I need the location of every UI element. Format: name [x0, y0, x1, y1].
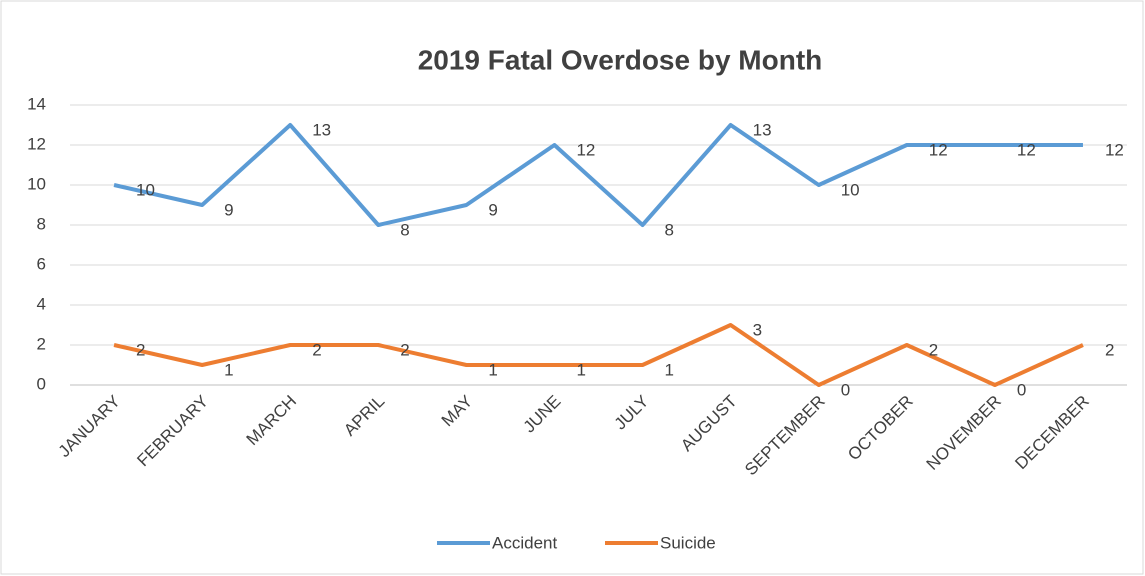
- data-label: 8: [400, 220, 409, 239]
- data-label: 1: [665, 360, 674, 379]
- data-label: 13: [753, 120, 772, 139]
- data-label: 0: [841, 380, 850, 399]
- data-label: 12: [929, 140, 948, 159]
- data-label: 12: [1017, 140, 1036, 159]
- data-label: 12: [1105, 140, 1124, 159]
- data-label: 9: [224, 200, 233, 219]
- data-label: 1: [224, 360, 233, 379]
- y-tick-label: 6: [37, 254, 46, 273]
- data-label: 10: [136, 180, 155, 199]
- legend-label: Suicide: [660, 533, 716, 552]
- data-label: 12: [576, 140, 595, 159]
- data-label: 2: [136, 340, 145, 359]
- series-line: [113, 323, 1084, 387]
- data-label: 2: [1105, 340, 1114, 359]
- data-label: 2: [929, 340, 938, 359]
- data-label: 10: [841, 180, 860, 199]
- series-line: [113, 123, 1083, 227]
- data-label: 2: [312, 340, 321, 359]
- data-label: 8: [665, 220, 674, 239]
- data-label: 1: [576, 360, 585, 379]
- y-tick-label: 10: [27, 174, 46, 193]
- y-tick-label: 12: [27, 134, 46, 153]
- data-label: 0: [1017, 380, 1026, 399]
- chart-title: 2019 Fatal Overdose by Month: [418, 44, 823, 75]
- y-tick-label: 8: [37, 214, 46, 233]
- data-label: 9: [488, 200, 497, 219]
- y-tick-label: 4: [37, 294, 46, 313]
- y-tick-label: 14: [27, 94, 46, 113]
- data-label: 13: [312, 120, 331, 139]
- data-label: 1: [488, 360, 497, 379]
- legend-label: Accident: [492, 533, 557, 552]
- data-label: 2: [400, 340, 409, 359]
- data-label: 3: [753, 320, 762, 339]
- y-tick-label: 0: [37, 374, 46, 393]
- y-tick-label: 2: [37, 334, 46, 353]
